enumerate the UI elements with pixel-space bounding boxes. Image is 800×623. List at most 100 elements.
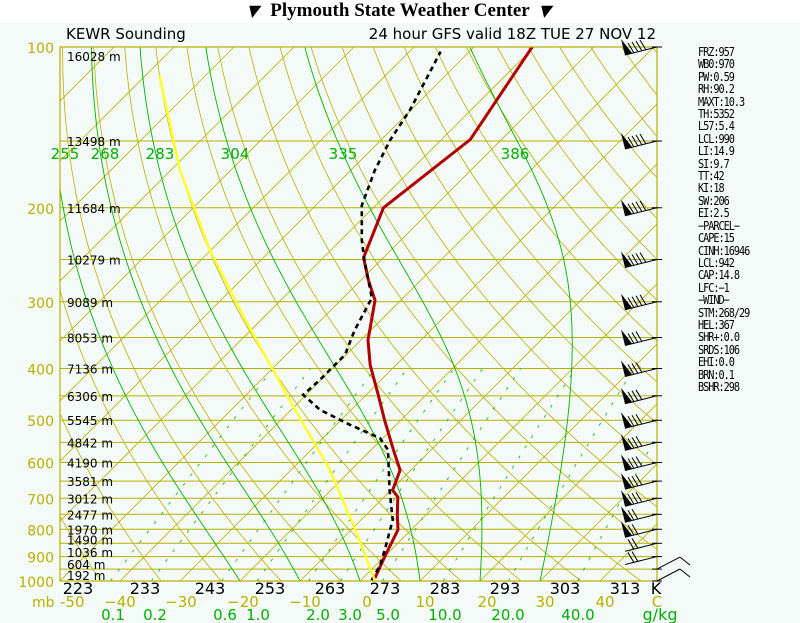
mixing-ratio-tick-label: 0.6 [213, 606, 237, 623]
index-value: CAP:14.8 [698, 268, 740, 283]
wind-barb-staff [624, 140, 658, 150]
wind-barb-icon [652, 568, 691, 582]
wind-barb-feather [639, 200, 647, 212]
theta-label: 335 [329, 145, 358, 163]
wind-barb-feather [627, 438, 635, 449]
dry-adiabat-line [155, 47, 462, 581]
index-value: CINH:16946 [698, 243, 750, 258]
wind-barb-feather [631, 551, 639, 562]
index-value: RH:90.2 [698, 82, 735, 97]
wind-barb-staff [656, 568, 681, 582]
wind-barb-pennant [621, 506, 632, 523]
wind-barb-feather [627, 524, 635, 536]
index-value: PW:0.59 [698, 69, 735, 84]
wind-barb-staff [624, 368, 658, 377]
wind-barb-pennant [621, 199, 632, 216]
height-label: 6306 m [67, 390, 113, 404]
index-value: L57:5.4 [698, 119, 735, 134]
theta-label: 386 [501, 145, 530, 163]
height-label: 3012 m [67, 492, 113, 506]
isotherm-line [60, 47, 295, 282]
parcel-profile-line [158, 75, 376, 581]
wind-barb-feather [627, 539, 635, 550]
wind-barb-feather [635, 253, 643, 264]
kelvin-tick-label: 283 [430, 579, 461, 598]
wind-barb-icon [621, 329, 662, 347]
dry-adiabat-line [403, 47, 657, 383]
wind-barb-feather [639, 39, 647, 51]
wind-barb-icon [621, 293, 662, 311]
wind-barb-pennant [621, 454, 632, 471]
wind-barb-icon [621, 133, 662, 150]
isotherm-line [60, 47, 535, 522]
pressure-tick-label: 500 [27, 414, 54, 430]
wind-barb-feather [631, 332, 639, 343]
mixing-ratio-tick-label: 10.0 [428, 606, 461, 623]
height-label: 7136 m [67, 363, 113, 377]
wind-barb-icon [624, 551, 662, 566]
index-value: FRZ:957 [698, 45, 735, 59]
dry-adiabat-line [93, 47, 342, 581]
mixing-ratio-tick-label: 0.1 [101, 606, 125, 623]
wind-barb-feather [631, 41, 639, 53]
wind-barb-pennant [621, 133, 632, 150]
title-bar: ▼ Plymouth State Weather Center ▼ [0, 0, 800, 23]
isotherm-line [539, 463, 657, 581]
wind-barb-feather [627, 494, 635, 505]
wind-barb-feather [627, 203, 635, 215]
height-label: 3581 m [67, 475, 113, 489]
height-label: 4190 m [67, 457, 113, 471]
wind-barb-staff [624, 419, 658, 429]
wind-barb-feather [627, 552, 635, 563]
height-label: 11684 m [67, 202, 121, 216]
wind-barb-feather [631, 414, 639, 426]
wind-barb-pennant [621, 251, 632, 268]
isotherm-line [60, 47, 475, 462]
dry-adiabat-line [60, 515, 102, 581]
index-value: SHR+:0.0 [698, 330, 740, 345]
wind-barb-staff [624, 207, 658, 217]
wind-barb-feather [627, 510, 635, 521]
index-value: SI:9.7 [698, 156, 730, 171]
pressure-tick-label: 800 [27, 523, 54, 539]
wind-barb-feather [635, 331, 643, 342]
wind-barb-feather [635, 474, 643, 486]
height-label: 1036 m [67, 546, 113, 560]
wind-barb-icon [624, 538, 662, 552]
wind-barb-feather [679, 568, 691, 578]
kelvin-tick-label: K [651, 579, 662, 598]
mixing-ratio-tick-label: 3.0 [338, 606, 362, 623]
wind-barb-feather [635, 295, 643, 307]
wind-barb-feather [627, 255, 635, 266]
wind-barb-feather [627, 333, 635, 344]
psu-logo-icon: ▼ [537, 1, 555, 20]
temperature-tick-label: 20 [477, 593, 496, 611]
isotherm-line [419, 343, 657, 581]
theta-label: 283 [146, 145, 175, 163]
index-value: BSHR:298 [698, 379, 740, 394]
wind-barb-staff [624, 441, 658, 451]
mixing-ratio-tick-label: 2.0 [306, 606, 330, 623]
temperature-tick-label: 10 [415, 593, 434, 611]
wind-barb-feather [635, 492, 643, 503]
wind-barb-feather [631, 437, 639, 448]
wind-barb-pennant [621, 521, 632, 538]
isotherm-line [60, 47, 415, 402]
wind-barb-feather [631, 254, 639, 265]
wind-barb-feather [627, 476, 635, 488]
height-label: 10279 m [67, 253, 121, 267]
temperature-tick-label: −40 [104, 593, 136, 611]
height-label: 5545 m [67, 414, 113, 428]
theta-label: 255 [51, 145, 80, 163]
moist-adiabat-line [60, 185, 241, 581]
wind-barb-icon [652, 556, 691, 570]
wind-barb-icon [621, 199, 662, 217]
pressure-tick-label: 600 [27, 457, 54, 473]
mixing-ratio-tick-label: 1.0 [246, 606, 270, 623]
wind-barb-icon [621, 39, 662, 56]
kelvin-tick-label: 313 [610, 579, 641, 598]
wind-barb-pennant [621, 434, 632, 451]
wind-barb-staff [624, 513, 658, 523]
isotherm-line [479, 403, 657, 581]
height-label: 13498 m [67, 135, 121, 149]
